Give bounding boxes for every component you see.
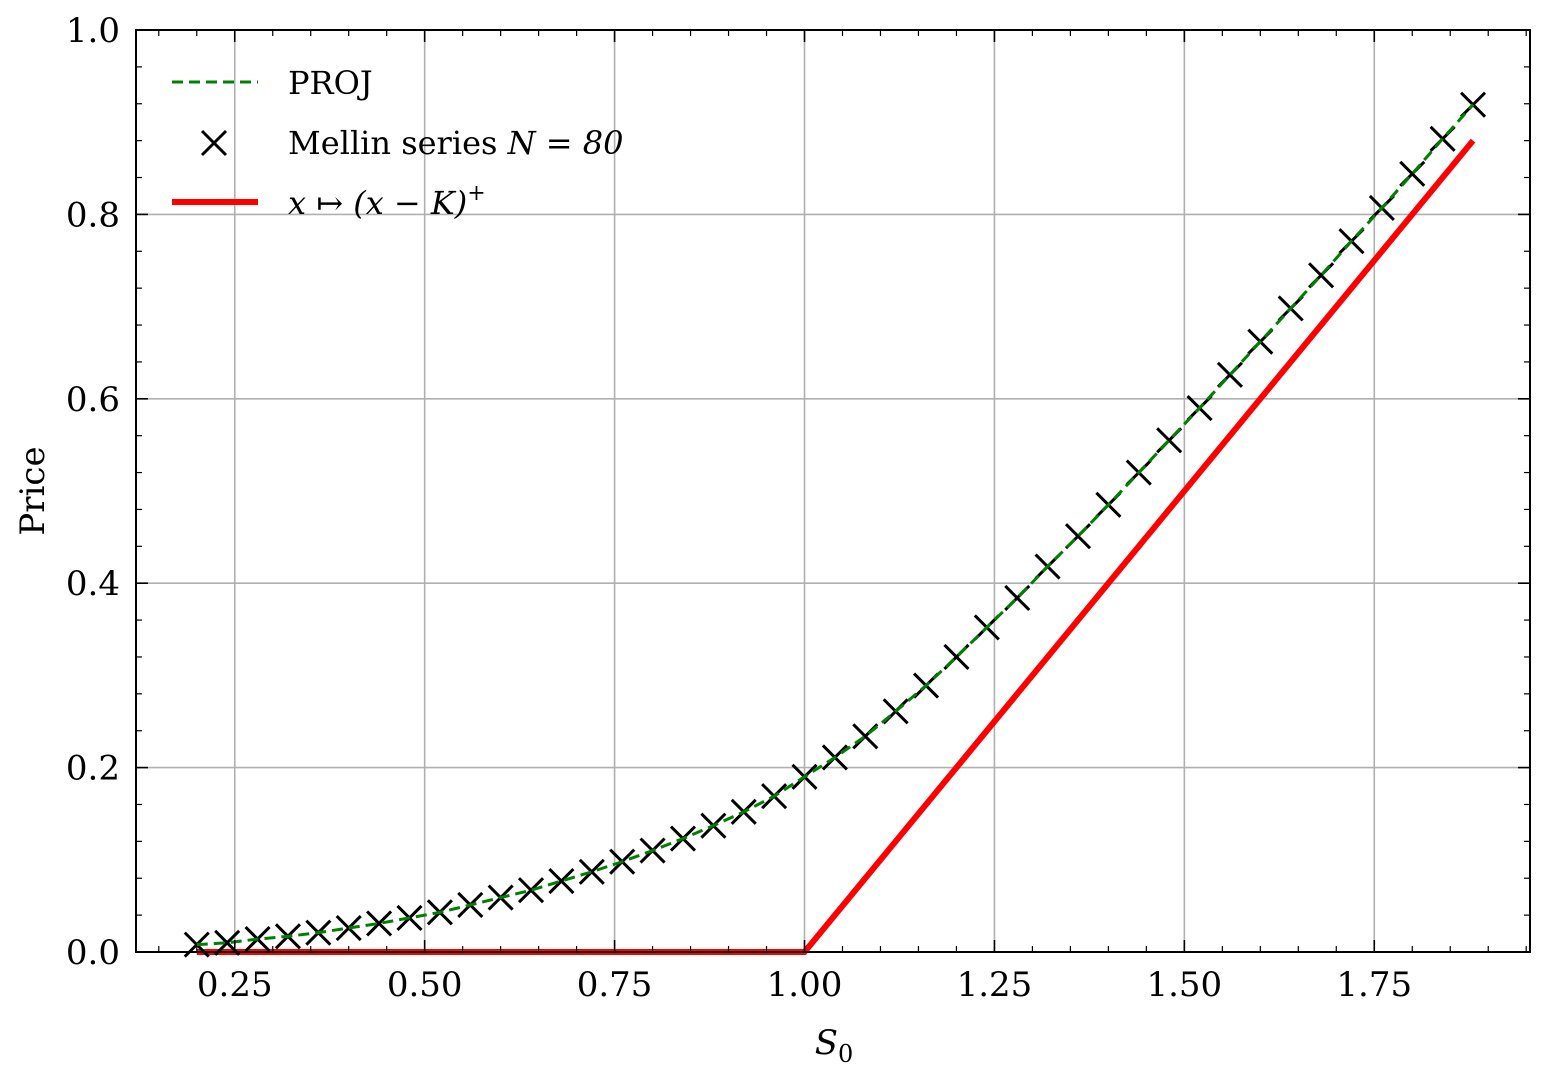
x-tick-label: 0.75 <box>577 965 653 1005</box>
x-tick-label: 0.50 <box>387 965 463 1005</box>
y-axis-label: Price <box>13 446 53 535</box>
x-axis-label: S0 <box>815 1023 854 1068</box>
legend-label-payoff: x ↦ (x − K)+ <box>288 181 486 222</box>
tick-labels: 0.25 0.50 0.75 1.00 1.25 1.50 1.75 0.0 0.2 0.4 0.6… <box>66 11 1412 1005</box>
series-mellin-markers <box>183 91 1487 958</box>
y-tick-label: 0.0 <box>66 933 120 973</box>
mellin-point <box>335 914 362 942</box>
series-layer <box>183 91 1487 958</box>
legend-label-proj: PROJ <box>288 64 373 102</box>
y-tick-label: 0.8 <box>66 195 120 235</box>
y-tick-label: 0.2 <box>66 749 120 789</box>
ticks <box>136 29 1530 953</box>
y-tick-label: 0.4 <box>66 564 120 604</box>
mellin-point <box>517 877 545 904</box>
x-tick-label: 1.00 <box>767 965 843 1005</box>
legend-swatch-mellin <box>200 129 228 157</box>
y-tick-label: 1.0 <box>66 11 120 51</box>
x-tick-label: 1.25 <box>957 965 1033 1005</box>
series-line-proj <box>196 103 1475 947</box>
x-tick-label: 1.75 <box>1336 965 1412 1005</box>
x-tick-label: 1.50 <box>1146 965 1222 1005</box>
series-line-payoff <box>196 138 1476 955</box>
mellin-point <box>578 858 605 885</box>
legend: PROJ Mellin series N = 80 x ↦ (x − K)+ <box>172 64 623 222</box>
y-tick-label: 0.6 <box>66 380 120 420</box>
mellin-point <box>366 910 393 937</box>
grid <box>136 30 1530 952</box>
plot-frame <box>135 29 1531 953</box>
legend-label-mellin: Mellin series N = 80 <box>288 124 623 162</box>
x-tick-label: 0.25 <box>197 965 273 1005</box>
mellin-point <box>548 867 575 895</box>
